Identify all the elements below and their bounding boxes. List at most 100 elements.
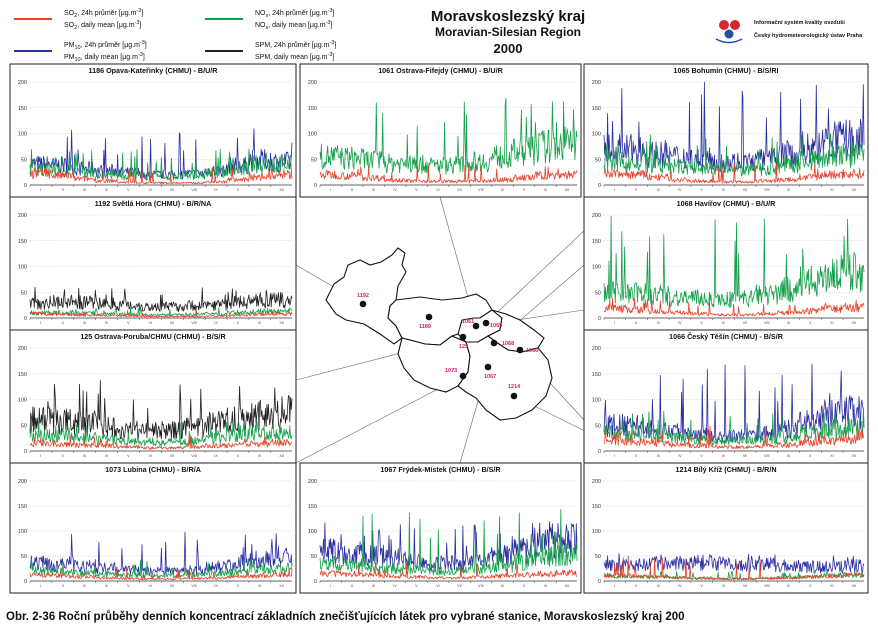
station-panel: 1068 Havířov (CHMU) - B/U/R 0 50 100 150 200 I… [583, 196, 869, 331]
x-tick-label: I [40, 188, 41, 192]
y-tick-label: 100 [18, 398, 27, 404]
x-tick-label: IV [393, 188, 397, 192]
panel-title: 1067 Frýdek-Místek (CHMU) - B/S/R [380, 465, 501, 474]
series-line-so2 [603, 297, 865, 317]
x-tick-label: I [614, 321, 615, 325]
y-tick-label: 50 [21, 157, 27, 163]
x-tick-label: XI [830, 321, 833, 325]
y-tick-label: 150 [18, 106, 27, 112]
x-tick-label: IV [678, 584, 682, 588]
x-tick-label: VII [170, 321, 174, 325]
panel-title: 125 Ostrava-Poruba/CHMU (CHMU) - B/S/R [80, 332, 226, 341]
y-tick-label: 50 [595, 290, 601, 296]
x-tick-label: VI [149, 584, 152, 588]
panel-frame [583, 462, 869, 594]
x-tick-label: VI [149, 188, 152, 192]
series-line-nox [603, 215, 865, 308]
x-tick-label: VIII [191, 584, 196, 588]
series-line-nox [319, 97, 578, 175]
x-tick-label: V [415, 188, 418, 192]
x-tick-label: II [62, 321, 64, 325]
x-tick-label: XI [544, 584, 547, 588]
legend-label: NOx, daily mean [μg.m-3] [255, 20, 332, 31]
chmu-logo-icon [715, 20, 743, 44]
x-tick-label: VI [149, 454, 152, 458]
x-tick-label: XI [258, 188, 261, 192]
x-tick-label: VI [722, 188, 725, 192]
station-label: 1066 [526, 348, 538, 354]
y-tick-label: 150 [592, 106, 601, 112]
y-tick-label: 100 [308, 132, 317, 138]
panel-title: 1068 Havířov (CHMU) - B/U/R [677, 199, 776, 208]
figure-year: 2000 [494, 41, 523, 56]
x-tick-label: IX [787, 584, 791, 588]
y-tick-label: 200 [592, 479, 601, 485]
station-label: 1061 [462, 319, 474, 325]
x-tick-label: I [614, 584, 615, 588]
x-tick-label: X [523, 584, 526, 588]
station-dot [359, 300, 367, 308]
x-tick-label: VIII [764, 188, 769, 192]
x-tick-label: IX [787, 321, 791, 325]
x-tick-label: XII [279, 188, 283, 192]
station-dot [459, 372, 467, 380]
x-tick-label: VI [436, 188, 439, 192]
station-dot [472, 322, 480, 330]
y-tick-label: 0 [314, 183, 317, 189]
y-tick-label: 150 [18, 239, 27, 245]
x-tick-label: VIII [764, 321, 769, 325]
x-tick-label: XII [851, 454, 855, 458]
x-tick-label: V [700, 321, 703, 325]
x-tick-label: II [635, 584, 637, 588]
y-tick-label: 0 [24, 183, 27, 189]
legend: SO2, 24h průměr [μg.m-3]SO2, daily mean … [14, 8, 336, 63]
x-tick-label: XII [851, 188, 855, 192]
series-line-so2 [319, 563, 578, 580]
station-panel: 1067 Frýdek-Místek (CHMU) - B/S/R 0 50 100 1… [299, 462, 582, 594]
y-tick-label: 150 [592, 504, 601, 510]
x-tick-label: II [62, 188, 64, 192]
x-tick-label: VII [170, 454, 174, 458]
y-tick-label: 100 [592, 265, 601, 271]
y-tick-label: 50 [21, 554, 27, 560]
x-tick-label: XI [830, 584, 833, 588]
x-tick-label: II [635, 321, 637, 325]
x-tick-label: II [62, 454, 64, 458]
district-frydek-mistek [457, 335, 553, 421]
y-tick-label: 0 [24, 579, 27, 585]
x-tick-label: VII [743, 454, 747, 458]
legend-label: SPM, daily mean [μg.m-3] [255, 52, 334, 61]
figure-subtitle: Moravian-Silesian Region [435, 25, 581, 39]
x-tick-label: II [62, 584, 64, 588]
series-line-pm10 [603, 363, 865, 443]
y-tick-label: 0 [24, 449, 27, 455]
x-tick-label: X [237, 188, 240, 192]
x-tick-label: I [330, 584, 331, 588]
x-tick-label: III [83, 584, 86, 588]
x-tick-label: X [237, 584, 240, 588]
panel-title: 1066 Český Těšín (CHMU) - B/S/R [669, 332, 784, 341]
station-dot [459, 333, 467, 341]
station-label: 1192 [357, 293, 369, 299]
series-line-pm10 [319, 521, 578, 572]
x-tick-label: IX [214, 188, 218, 192]
series-line-so2 [319, 164, 578, 184]
station-label: 1065 [490, 323, 502, 329]
x-tick-label: IV [105, 321, 109, 325]
x-tick-label: II [635, 188, 637, 192]
connector-line [295, 375, 464, 464]
x-tick-label: IX [787, 454, 791, 458]
x-tick-label: X [523, 188, 526, 192]
y-tick-label: 150 [308, 504, 317, 510]
x-tick-label: I [40, 454, 41, 458]
panel-title: 1214 Bílý Kříž (CHMU) - B/R/N [675, 465, 776, 474]
district-opava [325, 247, 407, 345]
x-tick-label: III [657, 584, 660, 588]
station-dot [510, 392, 518, 400]
x-tick-label: XII [279, 584, 283, 588]
panel-title: 1186 Opava-Kateřinky (CHMU) - B/U/R [88, 66, 218, 75]
legend-label: PM10, 24h průměr [μg.m-3] [64, 40, 147, 51]
station-markers: 1192 1189 125 1061 1065 1068 1066 1073 1067 1214 [357, 293, 538, 400]
y-tick-label: 100 [592, 132, 601, 138]
